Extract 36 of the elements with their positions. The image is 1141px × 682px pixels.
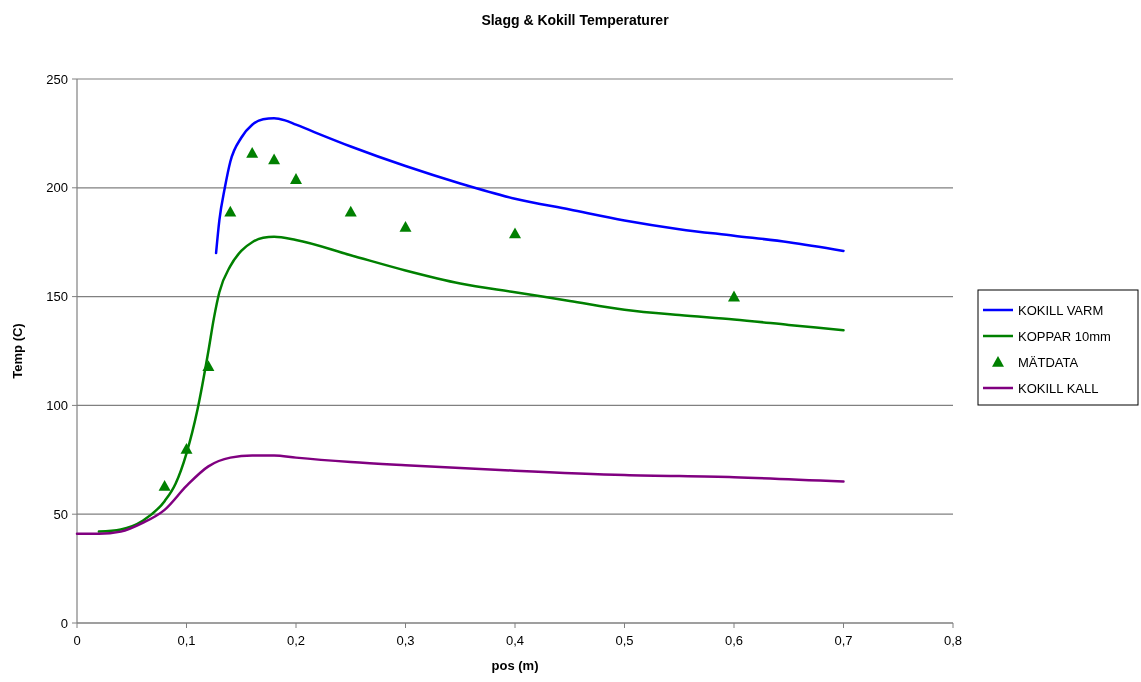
y-tick-label: 0 [60, 615, 68, 631]
legend-label: KOKILL VARM [1018, 302, 1104, 318]
x-tick-label: 0,6 [724, 633, 744, 648]
legend-label: MÄTDATA [1018, 354, 1079, 370]
point [224, 205, 237, 217]
y-tick-label: 200 [46, 180, 68, 196]
point [158, 479, 171, 491]
point [399, 220, 412, 232]
x-tick-label: 0,5 [615, 633, 634, 648]
x-tick-label: 0,3 [396, 633, 415, 648]
legend-label: KOKILL KALL [1018, 380, 1099, 396]
line-series [214, 116, 845, 255]
x-tick-label: 0,4 [505, 633, 525, 648]
point [344, 205, 357, 217]
legend-label: KOPPAR 10mm [1018, 328, 1111, 344]
x-tick-label: 0 [73, 633, 81, 648]
point [246, 146, 259, 158]
point [202, 360, 215, 372]
x-tick-label: 0,8 [943, 633, 963, 648]
line-series [97, 235, 845, 533]
point [290, 173, 302, 184]
point [509, 227, 521, 239]
y-tick-label: 50 [53, 506, 68, 522]
point [180, 442, 193, 454]
point [268, 153, 281, 165]
y-axis-title: Temp (C) [10, 323, 25, 379]
y-tick-label: 150 [46, 289, 68, 305]
line-series [75, 454, 845, 536]
y-tick-label: 250 [46, 71, 68, 87]
chart-title: Slagg & Kokill Temperaturer [481, 12, 670, 28]
point [728, 290, 740, 302]
x-tick-label: 0,2 [286, 633, 306, 648]
x-axis-title: pos (m) [491, 658, 539, 673]
x-tick-label: 0,1 [177, 633, 196, 648]
x-tick-label: 0,7 [834, 633, 853, 648]
y-tick-label: 100 [46, 397, 68, 413]
